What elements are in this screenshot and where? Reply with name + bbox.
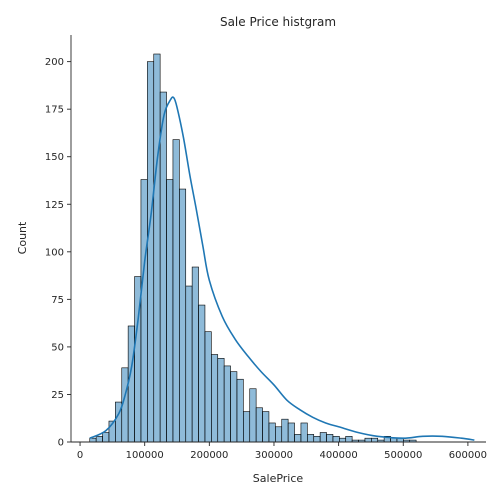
x-axis-ticks: 0 100000 200000 300000 400000 500000 600000 [77,442,487,461]
histogram-bar [268,422,276,443]
histogram-bar [287,422,295,443]
kde-curve [89,96,475,441]
histogram-bar [147,61,155,443]
histogram-bar [243,411,251,443]
histogram-bar [102,432,110,443]
histogram-bar [300,422,308,443]
chart-title: Sale Price histgram [220,15,336,29]
histogram-bar [371,437,379,443]
y-tick-label: 75 [51,295,64,306]
histogram-bar [159,91,167,443]
y-axis-title: Count [16,221,29,254]
x-tick-label: 400000 [320,450,358,461]
histogram-bar [281,418,289,443]
histogram-bar [204,331,212,443]
y-tick-label: 0 [58,438,64,449]
histogram-bar [255,407,263,443]
histogram-bar [223,365,231,443]
histogram-bar [89,437,97,443]
y-tick-label: 100 [45,247,64,258]
x-axis-title: SalePrice [253,472,304,485]
y-axis-ticks: 0 25 50 75 100 125 150 175 200 [45,57,71,449]
y-tick-label: 200 [45,57,64,68]
histogram-bar [326,434,334,443]
histogram-bars [89,53,417,443]
histogram-bar [313,435,321,443]
x-tick-label: 600000 [449,450,487,461]
x-tick-label: 100000 [126,450,164,461]
histogram-bar [332,435,340,443]
histogram-bar [249,388,257,443]
histogram-bar [230,371,238,443]
histogram-bar [191,266,199,443]
histogram-bar [211,354,219,443]
x-tick-label: 200000 [190,450,228,461]
histogram-bar [166,179,174,443]
x-tick-label: 0 [77,450,83,461]
x-tick-label: 300000 [255,450,293,461]
histogram-bar [364,437,372,443]
histogram-bar [185,285,193,443]
histogram-bar [339,437,347,443]
histogram-bar [179,188,187,443]
histogram-bar [307,434,315,443]
y-tick-label: 25 [51,390,64,401]
histogram-bar [140,179,148,443]
y-tick-label: 125 [45,200,64,211]
histogram-bar [275,426,283,443]
y-tick-label: 175 [45,105,64,116]
histogram-bar [345,435,353,443]
histogram-bar [172,139,180,443]
histogram-bar [294,434,302,443]
histogram-bar [153,53,161,443]
histogram-bar [262,411,270,443]
histogram-bar [217,358,225,443]
histogram-bar [95,435,103,443]
y-tick-label: 150 [45,152,64,163]
histogram-bar [198,304,206,443]
histogram-bar [236,378,244,443]
histogram-bar [319,432,327,443]
x-tick-label: 500000 [384,450,422,461]
y-tick-label: 50 [51,342,64,353]
histogram-bar [127,325,135,443]
